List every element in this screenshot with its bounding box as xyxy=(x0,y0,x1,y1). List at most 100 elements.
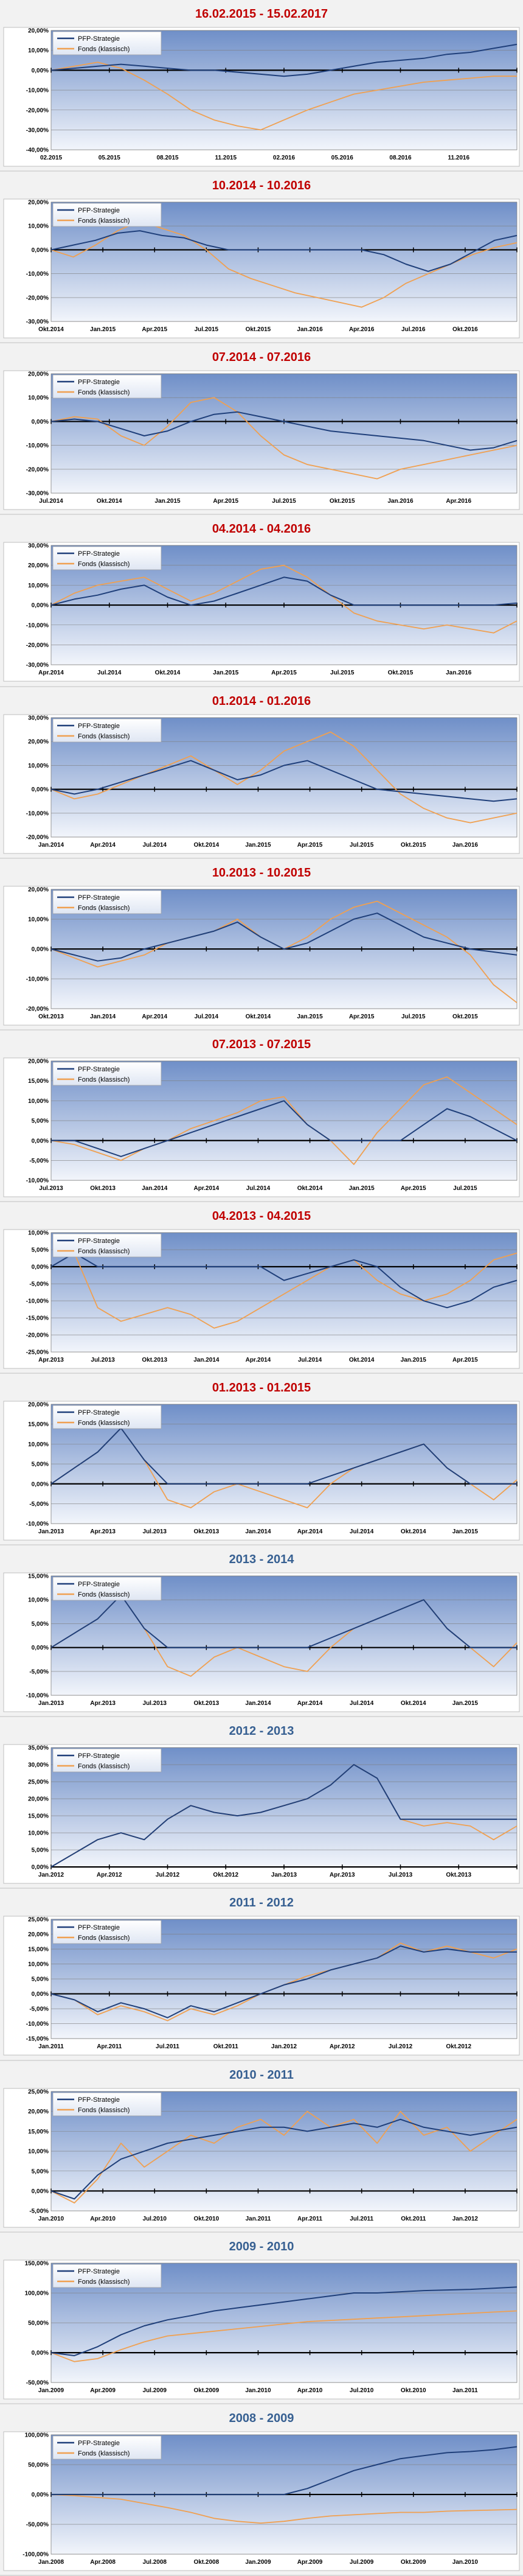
x-tick-label: Jul.2008 xyxy=(143,2559,167,2566)
x-tick-label: 02.2015 xyxy=(40,155,63,161)
x-tick-label: Apr.2013 xyxy=(90,1700,116,1707)
y-tick-label: 20,00% xyxy=(28,1796,49,1803)
x-tick-label: Apr.2015 xyxy=(452,1357,478,1363)
series-line-pfp-strategie xyxy=(50,2286,518,2356)
x-tick-label: Jan.2012 xyxy=(271,2044,297,2051)
y-tick-label: 10,00% xyxy=(28,762,49,769)
x-tick-label: 11.2015 xyxy=(215,155,237,161)
x-tick-label: Apr.2014 xyxy=(194,1185,220,1192)
y-tick-label: 0,00% xyxy=(32,1864,49,1871)
x-tick-label: Jan.2014 xyxy=(38,842,64,849)
y-tick-label: -10,00% xyxy=(26,1177,49,1184)
x-tick-label: Jan.2011 xyxy=(246,2216,271,2222)
y-tick-label: 10,00% xyxy=(28,1098,49,1105)
y-tick-label: 10,00% xyxy=(28,395,49,402)
x-tick-label: Okt.2014 xyxy=(349,1357,375,1363)
chart-panel: 2010 - 2011 25,00% 20,00% 15,00% 10,00% 5,00%… xyxy=(0,2060,523,2233)
legend: PFP-Strategie Fonds (klassisch) xyxy=(52,546,162,570)
x-tick-label: Jan.2015 xyxy=(213,670,239,677)
y-tick-label: 5,00% xyxy=(32,2168,49,2175)
x-tick-label: Jan.2016 xyxy=(387,498,414,505)
x-tick-label: Jan.2016 xyxy=(297,326,323,333)
chart-panel: 04.2013 - 04.2015 10,00% 5,00% 0,00% -5,00% -… xyxy=(0,1202,523,1374)
x-tick-label: Jul.2015 xyxy=(401,1013,426,1020)
y-tick-label: -5,00% xyxy=(29,2208,49,2214)
legend-label-fund: Fonds (klassisch) xyxy=(78,733,130,740)
x-tick-label: Jan.2014 xyxy=(245,1700,271,1707)
y-tick-label: 0,00% xyxy=(32,68,49,74)
x-tick-label: Okt.2016 xyxy=(452,326,478,333)
legend: PFP-Strategie Fonds (klassisch) xyxy=(52,203,162,227)
legend-box xyxy=(52,203,162,227)
y-tick-label: 5,00% xyxy=(32,1976,49,1983)
x-tick-label: Apr.2008 xyxy=(90,2559,116,2566)
chart-svg: 25,00% 20,00% 15,00% 10,00% 5,00% 0,00% -5,00%… xyxy=(3,2088,520,2228)
y-tick-label: 0,00% xyxy=(32,247,49,254)
y-tick-label: -5,00% xyxy=(29,1501,49,1508)
y-tick-label: -20,00% xyxy=(26,1006,49,1012)
x-tick-label: Jul.2013 xyxy=(389,1872,413,1878)
series-line-fonds-klassisch xyxy=(50,61,517,131)
legend-label-strategy: PFP-Strategie xyxy=(78,723,120,730)
x-tick-label: Okt.2015 xyxy=(330,498,355,505)
x-tick-label: Jan.2013 xyxy=(38,1528,64,1535)
legend-label-fund: Fonds (klassisch) xyxy=(78,561,130,568)
series-line-pfp-strategie xyxy=(51,2446,518,2495)
x-tick-label: Okt.2013 xyxy=(194,1528,220,1535)
x-tick-label: Apr.2012 xyxy=(330,2044,355,2051)
x-tick-label: Apr.2012 xyxy=(97,1872,122,1878)
legend-box xyxy=(52,546,162,570)
legend: PFP-Strategie Fonds (klassisch) xyxy=(52,1748,162,1773)
y-tick-label: 10,00% xyxy=(28,1830,49,1837)
y-tick-label: -30,00% xyxy=(26,127,49,134)
legend-label-strategy: PFP-Strategie xyxy=(78,1237,120,1245)
y-tick-label: 25,00% xyxy=(28,1779,49,1786)
x-tick-label: Okt.2014 xyxy=(38,326,64,333)
x-tick-label: Jul.2012 xyxy=(389,2044,413,2051)
x-tick-label: Jul.2013 xyxy=(143,1700,167,1707)
chart-title: 2012 - 2013 xyxy=(229,1724,294,1738)
x-tick-label: Apr.2010 xyxy=(90,2216,116,2222)
chart-svg: 20,00%10,00%0,00%-10,00%-20,00%-30,00%Ok… xyxy=(3,198,520,338)
y-tick-label: -15,00% xyxy=(26,2036,49,2043)
y-tick-label: 10,00% xyxy=(28,1962,49,1969)
legend-box xyxy=(52,1577,162,1601)
x-tick-label: 08.2016 xyxy=(389,155,412,161)
y-tick-label: -20,00% xyxy=(26,642,49,649)
y-tick-label: 0,00% xyxy=(32,1264,49,1270)
x-tick-label: Jan.2013 xyxy=(38,1700,64,1707)
series-line-pfp-strategie xyxy=(50,230,518,272)
legend-label-strategy: PFP-Strategie xyxy=(78,379,120,386)
legend-label-strategy: PFP-Strategie xyxy=(78,2440,120,2447)
chart-svg: 150,00% 100,00% 50,00% 0,00% -50,00%Jan.2009… xyxy=(3,2259,520,2399)
y-tick-label: -15,00% xyxy=(26,1315,49,1322)
y-tick-label: 0,00% xyxy=(32,603,49,609)
chart-title: 16.02.2015 - 15.02.2017 xyxy=(195,7,328,21)
legend: PFP-Strategie Fonds (klassisch) xyxy=(52,1920,162,1944)
y-tick-label: 15,00% xyxy=(28,1813,49,1820)
x-tick-label: Apr.2015 xyxy=(349,1013,375,1020)
x-tick-label: Jul.2014 xyxy=(350,1528,374,1535)
chart-svg: 20,00%10,00%0,00%-10,00%-20,00%-30,00%Ju… xyxy=(3,370,520,510)
y-tick-label: -10,00% xyxy=(26,810,49,817)
legend: PFP-Strategie Fonds (klassisch) xyxy=(52,1062,162,1086)
legend-box xyxy=(52,374,162,399)
x-tick-label: Okt.2014 xyxy=(297,1185,323,1192)
legend: PFP-Strategie Fonds (klassisch) xyxy=(52,890,162,914)
chart-panel: 01.2014 - 01.2016 30,00% 20,00% 10,00% 0,00%… xyxy=(0,687,523,859)
legend: PFP-Strategie Fonds (klassisch) xyxy=(52,2092,162,2116)
y-tick-label: 10,00% xyxy=(28,1441,49,1448)
y-tick-label: 10,00% xyxy=(28,2148,49,2155)
x-tick-label: Jul.2014 xyxy=(246,1185,271,1192)
x-tick-label: Jul.2011 xyxy=(156,2044,179,2051)
legend-box xyxy=(52,1920,162,1944)
chart-svg: 20,00% 15,00% 10,00% 5,00% 0,00% -5,00% -10,00… xyxy=(3,1401,520,1541)
y-tick-label: 100,00% xyxy=(25,2432,49,2438)
x-tick-label: Jan.2012 xyxy=(38,1872,64,1878)
y-tick-label: -5,00% xyxy=(29,1669,49,1676)
chart-panel: 2011 - 2012 25,00% 20,00% 15,00% 10,00% 5,00%… xyxy=(0,1889,523,2061)
chart-title: 07.2013 - 07.2015 xyxy=(212,1037,311,1051)
x-tick-label: Apr.2009 xyxy=(90,2387,116,2394)
legend-label-fund: Fonds (klassisch) xyxy=(78,1934,130,1942)
chart-svg: 10,00% 5,00% 0,00% -5,00% -10,00% -15,00% -20,… xyxy=(3,1229,520,1369)
